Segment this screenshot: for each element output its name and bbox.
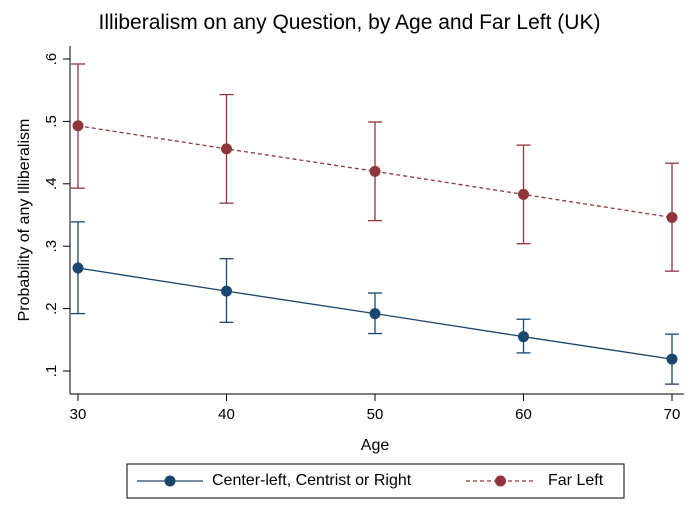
chart-title: Illiberalism on any Question, by Age and… bbox=[99, 11, 601, 34]
y-tick-label: .4 bbox=[43, 178, 60, 191]
data-point bbox=[369, 165, 381, 177]
y-tick-label: .3 bbox=[43, 240, 60, 253]
legend-label: Far Left bbox=[548, 472, 604, 489]
y-axis-label: Probability of any Illiberalism bbox=[16, 119, 33, 322]
data-point bbox=[369, 308, 381, 320]
series-center-left-centrist-right bbox=[71, 221, 679, 385]
y-tick-label: .2 bbox=[43, 302, 60, 315]
y-axis-ticks: .1 .2 .3 .4 .5 .6 bbox=[43, 53, 70, 378]
data-point bbox=[72, 120, 84, 132]
plot-area: .1 .2 .3 .4 .5 .6 30 40 50 60 70 bbox=[43, 46, 684, 423]
legend: Center-left, Centrist or Right Far Left bbox=[126, 463, 625, 499]
data-point bbox=[518, 188, 529, 200]
x-tick-label: 60 bbox=[515, 406, 532, 423]
legend-box bbox=[126, 463, 625, 499]
series-line bbox=[77, 125, 673, 219]
legend-label: Center-left, Centrist or Right bbox=[212, 472, 412, 489]
data-point bbox=[221, 143, 232, 155]
data-point bbox=[221, 285, 232, 297]
y-tick-label: .5 bbox=[43, 115, 60, 128]
x-tick-label: 30 bbox=[70, 406, 87, 423]
x-axis-ticks: 30 40 50 60 70 bbox=[70, 394, 681, 423]
x-tick-label: 40 bbox=[218, 406, 235, 423]
x-tick-label: 50 bbox=[367, 406, 384, 423]
legend-marker bbox=[164, 475, 176, 487]
data-point bbox=[666, 353, 678, 365]
legend-marker bbox=[495, 475, 506, 487]
data-point bbox=[72, 262, 84, 274]
series-far-left bbox=[71, 63, 679, 272]
y-tick-label: .6 bbox=[43, 53, 60, 66]
data-point bbox=[666, 211, 678, 223]
y-tick-label: .1 bbox=[43, 365, 60, 378]
series-layer bbox=[71, 63, 679, 385]
x-tick-label: 70 bbox=[664, 406, 681, 423]
x-axis-label: Age bbox=[361, 437, 390, 454]
data-point bbox=[518, 331, 529, 343]
